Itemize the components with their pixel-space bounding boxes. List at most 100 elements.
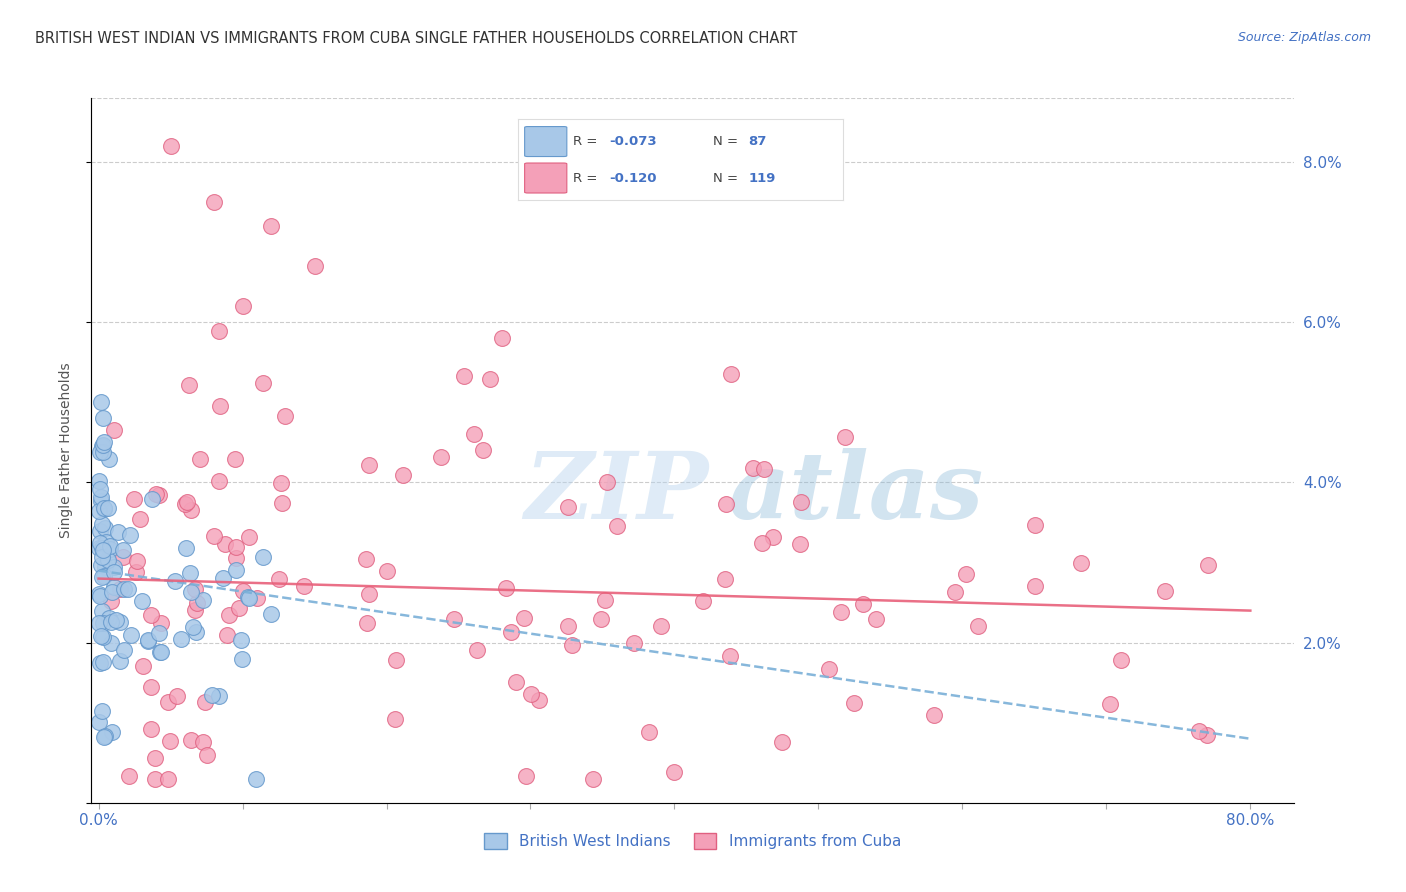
Point [91, 549, 114, 564]
Point [513, 611, 536, 625]
Point [561, 639, 583, 653]
Point [1109, 653, 1132, 667]
Point [430, 450, 453, 464]
Point [181, 620, 204, 634]
Point [751, 536, 773, 550]
Point [270, 475, 292, 490]
Point [180, 502, 202, 516]
Point [129, 511, 152, 525]
Point [260, 219, 283, 234]
Point [159, 734, 181, 748]
Point [170, 632, 193, 646]
Legend: British West Indians, Immigrants from Cuba: British West Indians, Immigrants from Cu… [478, 827, 907, 855]
Point [692, 594, 714, 608]
Point [762, 531, 785, 545]
Point [103, 559, 125, 574]
Point [224, 452, 246, 467]
Point [384, 653, 406, 667]
Point [98, 611, 121, 625]
Point [184, 625, 207, 640]
Point [955, 567, 977, 582]
Point [638, 724, 661, 739]
Point [267, 572, 290, 586]
Point [943, 585, 966, 599]
Point [193, 593, 215, 607]
Point [593, 593, 616, 607]
Point [214, 537, 236, 551]
Point [91, 516, 114, 531]
Point [1197, 728, 1219, 742]
Point [527, 692, 550, 706]
Point [131, 593, 153, 607]
Point [270, 496, 292, 510]
Point [238, 591, 260, 606]
Point [139, 722, 162, 736]
Point [495, 581, 517, 595]
Point [208, 399, 231, 413]
Point [91, 543, 114, 558]
Point [232, 299, 254, 313]
Point [91, 411, 114, 425]
Point [100, 594, 122, 608]
Point [156, 695, 179, 709]
Point [252, 376, 274, 390]
Point [790, 495, 813, 509]
Point [100, 615, 122, 629]
Point [664, 764, 686, 779]
Point [90, 558, 112, 573]
Text: ZIP: ZIP [524, 448, 709, 538]
Point [720, 367, 742, 381]
Point [103, 580, 125, 594]
Point [294, 579, 316, 593]
Point [194, 695, 217, 709]
Point [304, 260, 326, 274]
Point [714, 573, 737, 587]
Point [491, 331, 513, 345]
Point [1024, 518, 1046, 533]
Point [356, 551, 378, 566]
Point [1187, 723, 1209, 738]
Point [842, 696, 865, 710]
Point [98, 452, 121, 467]
Point [453, 369, 475, 384]
Point [179, 566, 201, 580]
Point [384, 712, 406, 726]
Point [90, 541, 112, 556]
Point [148, 626, 170, 640]
Point [520, 687, 543, 701]
Point [149, 645, 172, 659]
Point [89, 536, 111, 550]
Point [1070, 557, 1092, 571]
Point [176, 494, 198, 508]
Point [94, 730, 117, 744]
Point [120, 627, 142, 641]
Point [852, 597, 875, 611]
Point [174, 497, 197, 511]
Point [89, 587, 111, 601]
Point [375, 564, 398, 578]
Point [191, 735, 214, 749]
Point [139, 608, 162, 623]
Point [90, 494, 112, 508]
Point [139, 680, 162, 694]
Point [96, 552, 118, 566]
Point [89, 589, 111, 603]
Point [215, 628, 238, 642]
Point [180, 585, 202, 599]
Point [179, 377, 201, 392]
Point [90, 704, 112, 718]
Point [157, 772, 180, 786]
Point [112, 643, 135, 657]
Point [186, 596, 208, 610]
Point [132, 659, 155, 673]
Point [718, 649, 741, 664]
Point [90, 395, 112, 409]
Point [100, 541, 122, 556]
Point [90, 604, 112, 618]
Point [236, 590, 259, 604]
Point [100, 635, 122, 649]
Point [108, 582, 131, 597]
Point [93, 502, 115, 516]
Point [195, 747, 218, 762]
Point [101, 584, 124, 599]
